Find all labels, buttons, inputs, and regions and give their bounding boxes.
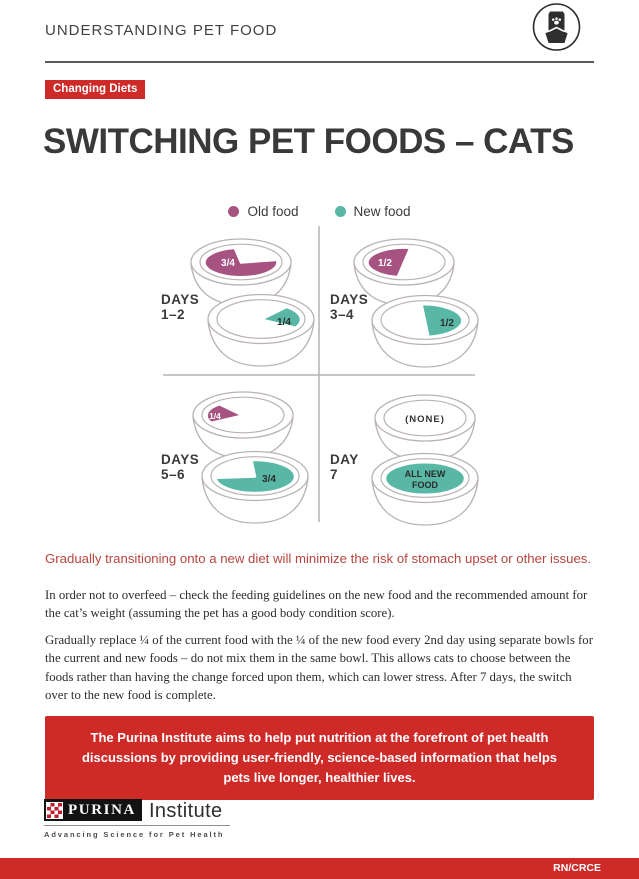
- portion-label: 3/4: [221, 258, 235, 269]
- purina-wordmark: PURINA: [44, 799, 142, 821]
- day-label: DAY: [330, 452, 359, 467]
- legend-label: New food: [353, 204, 411, 219]
- bowl-inner-rim: [383, 399, 467, 437]
- bottom-bowl: 1/4: [207, 293, 315, 367]
- section-badge: Changing Diets: [45, 80, 146, 99]
- day-label: 3–4: [330, 307, 354, 322]
- old-food-dot-icon: [228, 206, 240, 217]
- page-title: SWITCHING PET FOODS – CATS: [43, 122, 574, 161]
- food-portion: [205, 402, 245, 425]
- logo-divider: [44, 825, 230, 826]
- new-food-dot-icon: [334, 206, 346, 217]
- food-portion: [259, 305, 303, 330]
- header-divider: [45, 61, 594, 63]
- purina-institute-logo: PURINA Institute Advancing Science for P…: [44, 799, 230, 839]
- legend: Old food New food: [0, 204, 639, 219]
- food-portion: [420, 302, 464, 339]
- portion-label: 3/4: [262, 474, 276, 485]
- food-transition-diagram: DAYS 1–2 3/4 1/4 DAYS 3–4 1/2 1/2 DAYS 5–6 1/4 3/4 D…: [157, 224, 481, 526]
- lead-sentence: Gradually transitioning onto a new diet …: [45, 551, 592, 566]
- legend-item-new-food: New food: [334, 204, 411, 219]
- paragraph: In order not to overfeed – check the fee…: [45, 588, 588, 621]
- day-label: 5–6: [161, 467, 185, 482]
- portion-label: (NONE): [405, 414, 445, 425]
- day-label: 1–2: [161, 307, 185, 322]
- logo-lockup: PURINA Institute: [44, 799, 230, 821]
- bottom-bowl: 1/2: [371, 294, 479, 368]
- top-bowl: (NONE): [374, 394, 476, 462]
- document-header-title: UNDERSTANDING PET FOOD: [45, 22, 278, 39]
- day-label: DAYS: [161, 292, 199, 307]
- legend-label: Old food: [247, 204, 299, 219]
- pet-food-bag-bowl-icon: [532, 3, 581, 51]
- food-portion: [366, 246, 412, 279]
- top-bowl: 1/4: [192, 391, 294, 459]
- legend-item-old-food: Old food: [228, 204, 299, 219]
- purina-brand-text: PURINA: [68, 801, 136, 818]
- paragraph: Gradually replace ¼ of the current food …: [45, 633, 593, 702]
- footer-bar: RN/CRCE: [0, 858, 639, 879]
- institute-text: Institute: [148, 800, 223, 822]
- portion-label: ALL NEW: [405, 469, 446, 479]
- portion-label: 1/2: [378, 258, 392, 269]
- mission-callout: The Purina Institute aims to help put nu…: [45, 716, 594, 801]
- food-portion: [213, 458, 297, 495]
- day-label: DAYS: [330, 292, 368, 307]
- footer-code: RN/CRCE: [553, 862, 601, 874]
- bottom-bowl: 3/4: [201, 450, 309, 524]
- day-label: 7: [330, 467, 338, 482]
- checkerboard-icon: [46, 801, 63, 819]
- day-label: DAYS: [161, 452, 199, 467]
- top-bowl: 1/2: [353, 238, 455, 306]
- portion-label: 1/2: [440, 318, 454, 329]
- portion-label: FOOD: [412, 480, 438, 490]
- food-portion: [383, 460, 467, 497]
- logo-tagline: Advancing Science for Pet Health: [44, 830, 225, 839]
- food-portion: [203, 246, 279, 279]
- portion-label: 1/4: [277, 317, 291, 328]
- portion-label: 1/4: [209, 411, 221, 421]
- diagram-svg: DAYS1–23/41/4DAYS3–41/21/2DAYS5–61/43/4D…: [161, 226, 479, 526]
